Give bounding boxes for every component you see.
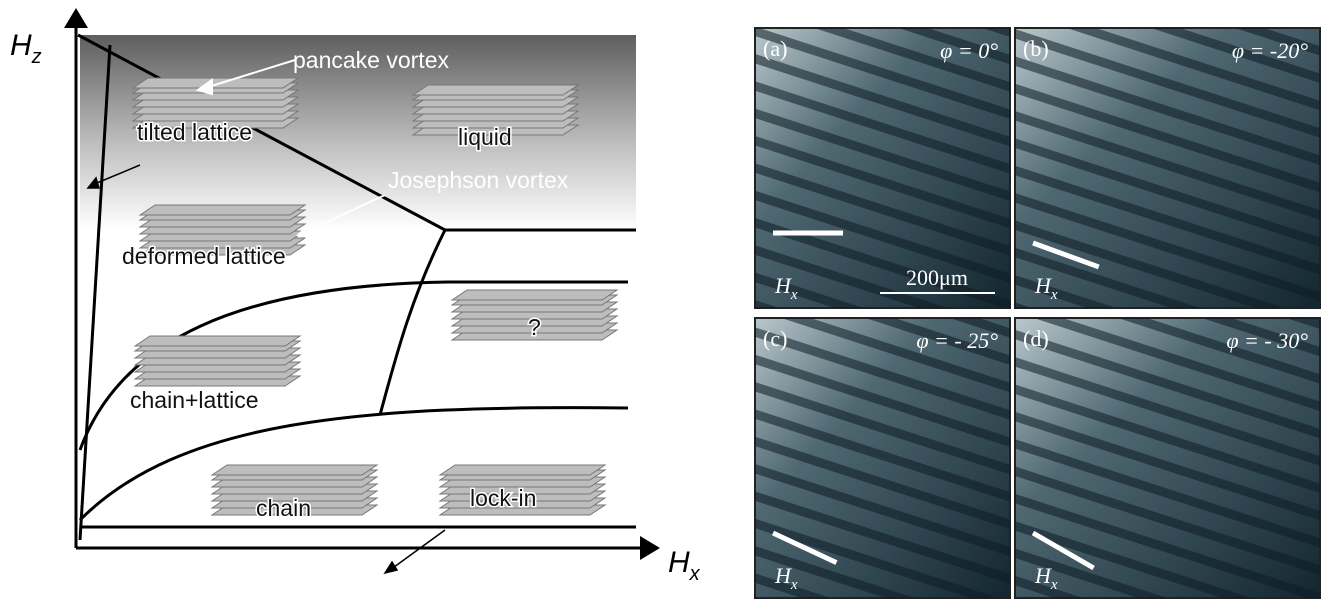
region-label: deformed lattice xyxy=(122,243,286,269)
field-sub: x xyxy=(790,287,798,303)
panel-label: (c) xyxy=(763,326,787,351)
region-label: pancake vortex xyxy=(293,47,449,73)
panel-label: (a) xyxy=(763,36,787,61)
y-axis-label: Hz xyxy=(10,29,42,68)
region-label: lock-in xyxy=(470,485,536,511)
panel-angle: φ = - 25° xyxy=(916,328,998,353)
figure: Hz Hx pancake vortex tilted lattice liqu… xyxy=(0,0,1323,601)
region-label: chain+lattice xyxy=(130,387,259,413)
panel-label: (d) xyxy=(1023,326,1049,351)
field-sub: x xyxy=(790,577,798,593)
field-main: H xyxy=(774,563,792,588)
micrograph-stripes xyxy=(1015,28,1320,308)
stack-icon xyxy=(135,336,300,386)
region-label: ? xyxy=(528,314,541,340)
micrograph-stripes xyxy=(755,28,1010,308)
page: Hz Hx pancake vortex tilted lattice liqu… xyxy=(0,0,1323,601)
field-main: H xyxy=(1034,273,1052,298)
panel-angle: φ = - 30° xyxy=(1226,328,1308,353)
region-label: tilted lattice xyxy=(137,119,252,145)
micrograph-stripes xyxy=(755,318,1010,598)
micrographs: (a) φ = 0° Hx 200μm (b) φ = -20° Hx (c) φ = - 25… xyxy=(755,28,1320,598)
field-main: H xyxy=(1034,563,1052,588)
panel-angle: φ = 0° xyxy=(940,38,998,63)
region-label: chain xyxy=(256,495,311,521)
x-axis-label: Hx xyxy=(668,546,701,585)
scale-label: 200μm xyxy=(906,265,968,290)
region-label: Josephson vortex xyxy=(388,167,569,193)
panel-label: (b) xyxy=(1023,36,1049,61)
field-sub: x xyxy=(1050,287,1058,303)
region-label: liquid xyxy=(458,124,512,150)
field-sub: x xyxy=(1050,577,1058,593)
micrograph-stripes xyxy=(1015,318,1320,598)
field-main: H xyxy=(774,273,792,298)
panel-angle: φ = -20° xyxy=(1232,38,1308,63)
